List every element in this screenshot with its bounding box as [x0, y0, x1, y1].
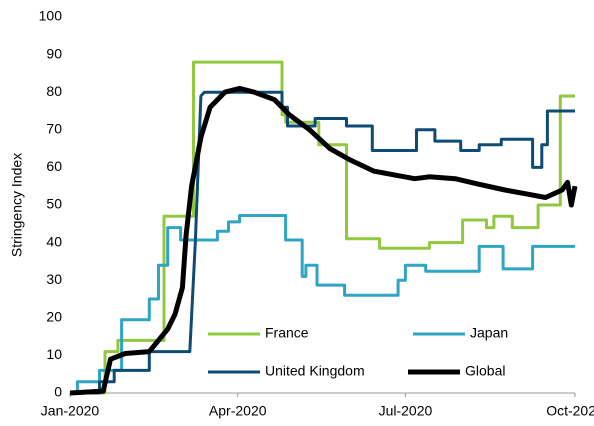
y-tick-label: 0: [54, 384, 62, 400]
y-tick-label: 60: [46, 158, 62, 174]
y-tick-label: 10: [46, 346, 62, 362]
y-tick-label: 40: [46, 233, 62, 249]
series-line: [70, 60, 575, 395]
y-tick-label: 20: [46, 309, 62, 325]
x-tick-label: Apr-2020: [209, 403, 267, 419]
y-tick-label: 80: [46, 83, 62, 99]
y-axis-label: Stringency Index: [9, 153, 25, 257]
series-line: [70, 214, 575, 395]
y-tick-label: 50: [46, 196, 62, 212]
x-tick-label: Oct-2020: [546, 403, 594, 419]
legend-label: United Kingdom: [265, 363, 365, 379]
y-tick-label: 70: [46, 121, 62, 137]
legend-label: Japan: [470, 325, 508, 341]
series-line: [70, 90, 575, 395]
x-tick-label: Jan-2020: [41, 403, 100, 419]
legend-label: Global: [465, 363, 505, 379]
series-line: [69, 85, 578, 396]
y-tick-label: 100: [39, 8, 63, 24]
y-tick-label: 30: [46, 271, 62, 287]
x-tick-label: Jul-2020: [379, 403, 433, 419]
legend-label: France: [265, 325, 309, 341]
y-tick-label: 90: [46, 45, 62, 61]
